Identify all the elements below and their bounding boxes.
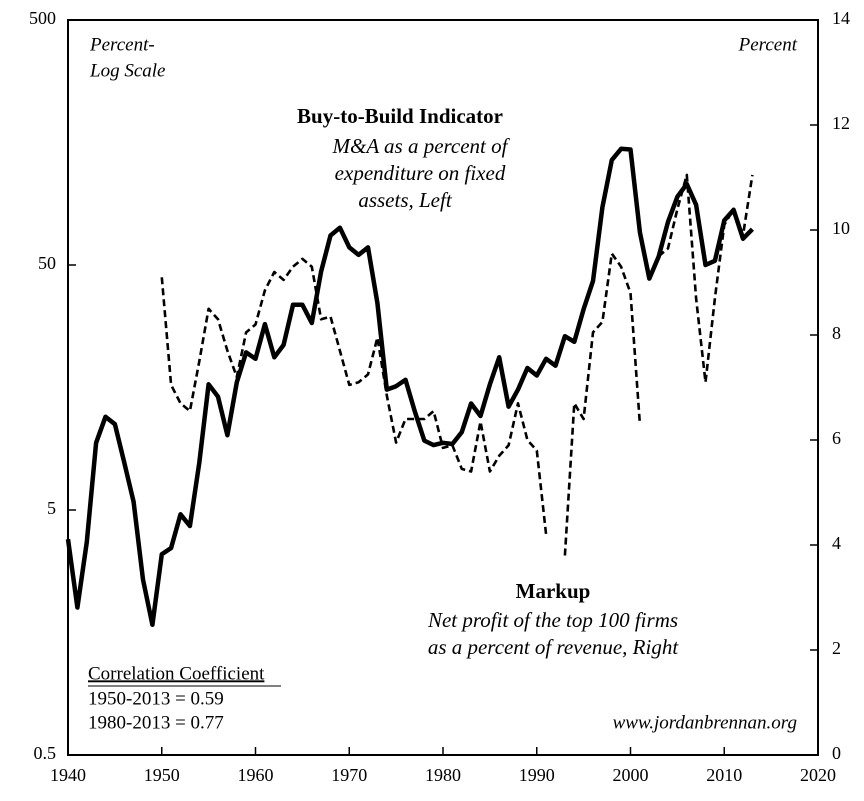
annotation: assets, Left bbox=[358, 188, 453, 212]
series-title: Markup bbox=[516, 579, 591, 603]
x-tick-label: 2000 bbox=[613, 765, 649, 785]
series-line bbox=[65, 146, 754, 628]
annotation: M&A as a percent of bbox=[332, 134, 511, 158]
annotation: as a percent of revenue, Right bbox=[428, 635, 680, 659]
x-tick-label: 2020 bbox=[800, 765, 836, 785]
x-tick-label: 1990 bbox=[519, 765, 555, 785]
series-title: Buy-to-Build Indicator bbox=[297, 104, 503, 128]
y2-tick-label: 12 bbox=[832, 113, 850, 133]
y2-tick-label: 10 bbox=[832, 218, 850, 238]
corr-line: 1980-2013 = 0.77 bbox=[88, 712, 224, 733]
x-tick-label: 1940 bbox=[50, 765, 86, 785]
source: www.jordanbrennan.org bbox=[613, 712, 797, 733]
y2-tick-label: 14 bbox=[832, 8, 850, 28]
right-axis-label: Percent bbox=[738, 34, 798, 55]
left-axis-label: Log Scale bbox=[89, 60, 165, 81]
x-tick-label: 1970 bbox=[331, 765, 367, 785]
annotation: expenditure on fixed bbox=[335, 161, 506, 185]
x-tick-label: 1980 bbox=[425, 765, 461, 785]
corr-title: Correlation Coefficient bbox=[88, 663, 265, 684]
left-axis-label: Percent- bbox=[89, 34, 155, 55]
y-tick-label: 5 bbox=[47, 498, 56, 518]
y2-tick-label: 4 bbox=[832, 533, 841, 553]
y2-tick-label: 2 bbox=[832, 638, 841, 658]
y-tick-label: 0.5 bbox=[34, 743, 57, 763]
x-tick-label: 1960 bbox=[238, 765, 274, 785]
corr-line: 1950-2013 = 0.59 bbox=[88, 688, 224, 709]
x-tick-label: 2010 bbox=[706, 765, 742, 785]
y2-tick-label: 8 bbox=[832, 323, 841, 343]
x-tick-label: 1950 bbox=[144, 765, 180, 785]
y2-tick-label: 6 bbox=[832, 428, 841, 448]
y2-tick-label: 0 bbox=[832, 743, 841, 763]
y-tick-label: 50 bbox=[38, 253, 56, 273]
series-line bbox=[160, 173, 754, 556]
annotation: Net profit of the top 100 firms bbox=[427, 608, 678, 632]
y-tick-label: 500 bbox=[29, 8, 56, 28]
